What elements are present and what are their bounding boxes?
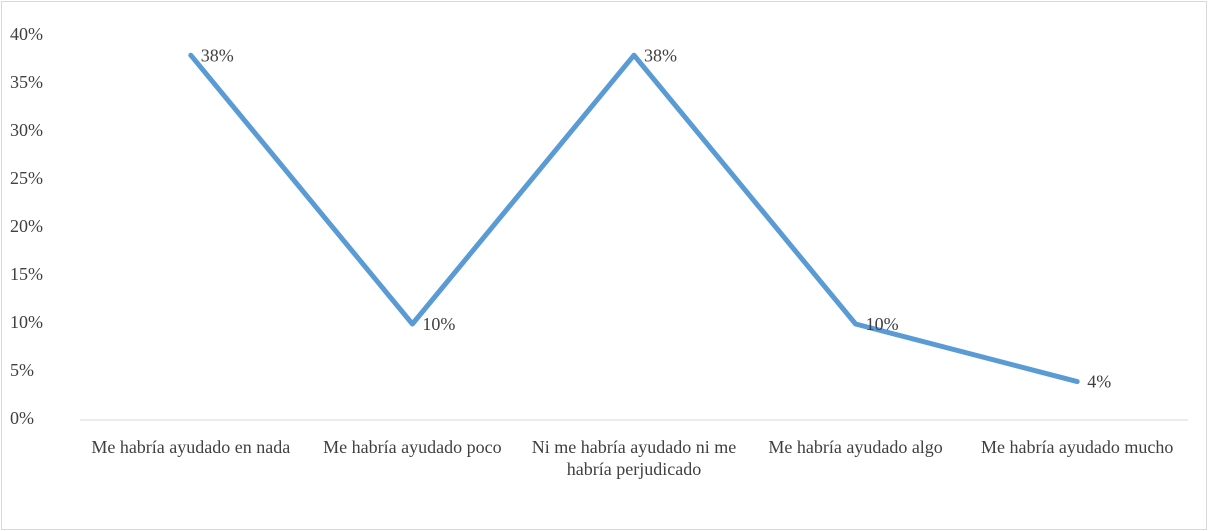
y-tick-label: 30% xyxy=(10,120,43,140)
x-tick-label: Me habría ayudado mucho xyxy=(980,437,1174,457)
y-tick-label: 25% xyxy=(10,168,43,188)
data-label: 10% xyxy=(866,314,899,334)
y-tick-label: 5% xyxy=(10,360,34,380)
y-tick-label: 15% xyxy=(10,264,43,284)
x-tick-label: Me habría ayudado poco xyxy=(323,437,502,457)
line-series xyxy=(188,52,1080,385)
y-tick-label: 35% xyxy=(10,72,43,92)
x-tick-label: Me habría ayudado en nada xyxy=(91,437,291,457)
data-label: 4% xyxy=(1087,372,1111,392)
data-label: 38% xyxy=(644,45,677,65)
x-tick-label: Ni me habría ayudado ni me habría perjud… xyxy=(531,437,737,479)
y-tick-label: 10% xyxy=(10,312,43,332)
y-tick-label: 0% xyxy=(10,408,34,428)
y-tick-label: 40% xyxy=(10,24,43,44)
x-tick-label: Me habría ayudado algo xyxy=(768,437,943,457)
data-label: 10% xyxy=(422,314,455,334)
data-label: 38% xyxy=(201,45,234,65)
y-tick-label: 20% xyxy=(10,216,43,236)
